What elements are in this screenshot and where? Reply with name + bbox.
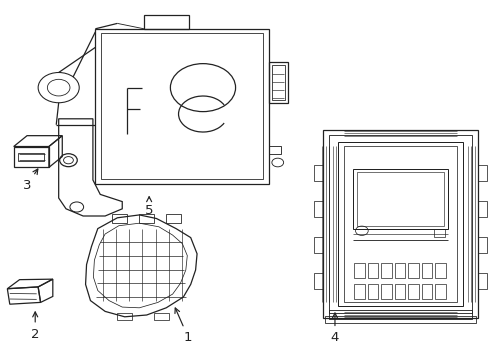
Text: 5: 5 [144,197,153,217]
Text: 1: 1 [175,308,192,344]
Text: 2: 2 [31,312,40,341]
Text: 4: 4 [330,313,339,344]
Text: 3: 3 [22,169,38,192]
